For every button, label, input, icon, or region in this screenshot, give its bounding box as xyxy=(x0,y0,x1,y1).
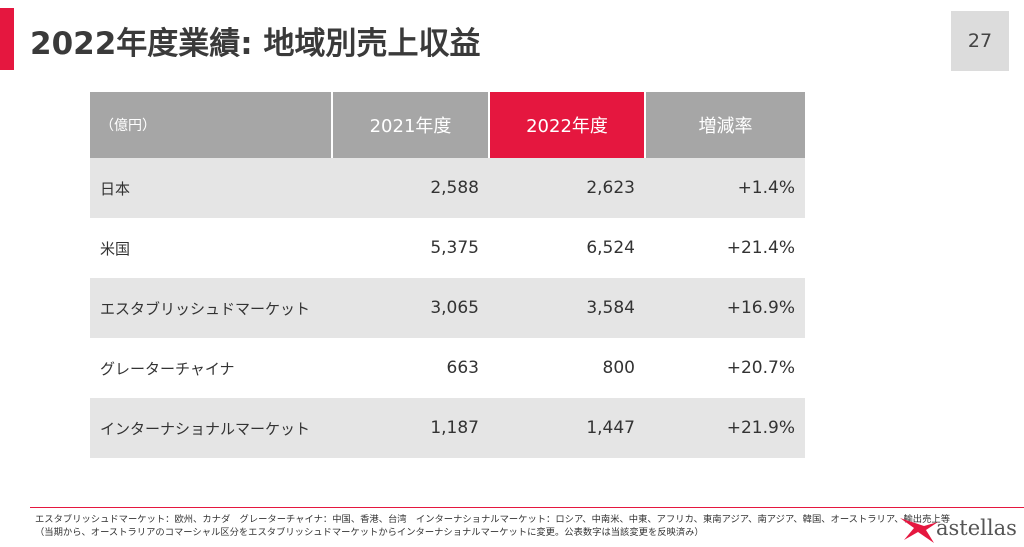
astellas-star-logo-icon xyxy=(900,518,938,543)
fy2022-value: 6,524 xyxy=(586,238,635,258)
footer-divider xyxy=(30,507,1024,508)
footnote-line-1: エスタブリッシュドマーケット：欧州、カナダ グレーターチャイナ：中国、香港、台湾… xyxy=(35,514,950,525)
table-row: インターナショナルマーケット 1,187 1,447 +21.9% xyxy=(90,398,805,458)
fy2021-value: 2,588 xyxy=(332,158,489,218)
change-rate: +21.4% xyxy=(726,238,795,258)
table-row: 米国 5,375 6,524 +21.4% xyxy=(90,218,805,278)
region-name: 米国 xyxy=(100,239,131,258)
header-fy2021: 2021年度 xyxy=(331,92,489,158)
astellas-logo: astellas xyxy=(898,514,1018,544)
region-name: エスタブリッシュドマーケット xyxy=(90,278,332,338)
table-row: エスタブリッシュドマーケット 3,065 3,584 +16.9% xyxy=(90,278,805,338)
table-header-row: （億円） 2021年度 2022年度 増減率 xyxy=(90,92,805,158)
header-unit: （億円） xyxy=(90,92,332,158)
footnote-line-2: （当期から、オーストラリアのコマーシャル区分をエスタブリッシュドマーケットからイ… xyxy=(35,527,704,538)
header-change-rate: 増減率 xyxy=(644,92,805,158)
change-rate: +1.4% xyxy=(645,158,805,218)
region-name: グレーターチャイナ xyxy=(100,359,235,378)
change-rate: +21.9% xyxy=(645,398,805,458)
region-name: 日本 xyxy=(90,158,332,218)
page-number: 27 xyxy=(951,11,1009,71)
table-row: グレーターチャイナ 663 800 +20.7% xyxy=(90,338,805,398)
fy2021-value: 3,065 xyxy=(332,278,489,338)
fy2022-value: 1,447 xyxy=(489,398,645,458)
regional-revenue-table: （億円） 2021年度 2022年度 増減率 日本 2,588 2,623 +1… xyxy=(90,92,805,458)
page-title: 2022年度業績: 地域別売上収益 xyxy=(30,26,481,62)
fy2021-value: 5,375 xyxy=(430,238,479,258)
title-accent-bar xyxy=(0,8,14,70)
header-fy2022: 2022年度 xyxy=(488,92,645,158)
fy2022-value: 3,584 xyxy=(489,278,645,338)
fy2022-value: 800 xyxy=(602,358,635,378)
change-rate: +20.7% xyxy=(726,358,795,378)
region-name: インターナショナルマーケット xyxy=(90,398,332,458)
change-rate: +16.9% xyxy=(645,278,805,338)
fy2022-value: 2,623 xyxy=(489,158,645,218)
logo-wordmark: astellas xyxy=(936,516,1017,540)
table-row: 日本 2,588 2,623 +1.4% xyxy=(90,158,805,218)
fy2021-value: 1,187 xyxy=(332,398,489,458)
footnote: エスタブリッシュドマーケット：欧州、カナダ グレーターチャイナ：中国、香港、台湾… xyxy=(35,513,950,539)
fy2021-value: 663 xyxy=(446,358,479,378)
